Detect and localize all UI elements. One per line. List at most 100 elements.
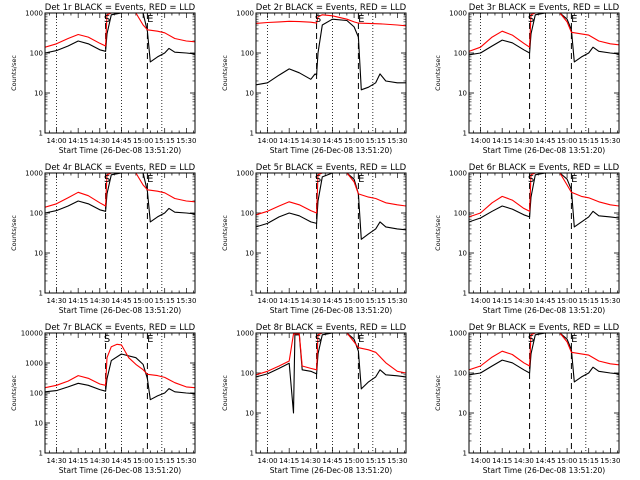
x-tick-label: 14:00	[470, 297, 490, 305]
x-tick-label: 15:30	[600, 297, 620, 305]
y-axis-label: Counts/sec	[221, 55, 229, 91]
chart-panel-2: Det 2r BLACK = Events, RED = LLD Counts/s…	[221, 3, 407, 155]
chart-title: Det 7r BLACK = Events, RED = LLD	[45, 323, 196, 333]
x-tick-label: 15:00	[344, 457, 364, 465]
annotation-s: S	[315, 334, 321, 345]
chart-panel-1: Det 1r BLACK = Events, RED = LLD Counts/s…	[10, 3, 196, 155]
annotation-s: S	[528, 334, 534, 345]
x-axis-label: Start Time (26-Dec-08 13:51:20)	[59, 466, 181, 475]
annotation-s: S	[315, 14, 321, 25]
annotation-s: S	[104, 334, 110, 345]
x-tick-label: 14:30	[90, 137, 110, 145]
x-tick-label: 14:30	[90, 457, 110, 465]
series-line-events	[45, 13, 195, 63]
x-tick-label: 14:15	[279, 297, 299, 305]
series-line-events	[45, 173, 195, 223]
chart-title: Det 8r BLACK = Events, RED = LLD	[256, 323, 407, 333]
x-tick-label: 14:30	[301, 137, 321, 145]
y-tick-label: 1	[463, 290, 467, 298]
series-line-lld	[256, 333, 406, 376]
chart-title: Det 4r BLACK = Events, RED = LLD	[45, 163, 196, 173]
annotation-e: E	[571, 174, 577, 185]
series-line-lld	[256, 14, 406, 27]
y-axis-label: Counts/sec	[10, 375, 18, 411]
chart-title: Det 5r BLACK = Events, RED = LLD	[256, 163, 407, 173]
annotation-e: E	[571, 14, 577, 25]
y-axis-label: Counts/sec	[434, 215, 442, 251]
y-tick-label: 100	[241, 210, 254, 218]
x-tick-label: 15:30	[176, 457, 196, 465]
x-tick-label: 15:00	[133, 137, 153, 145]
x-axis-label: Start Time (26-Dec-08 13:51:20)	[270, 466, 392, 475]
series-line-events	[469, 173, 619, 228]
y-tick-label: 100	[30, 50, 43, 58]
y-axis-label: Counts/sec	[434, 55, 442, 91]
y-tick-label: 100	[30, 390, 43, 398]
annotation-s: S	[315, 174, 321, 185]
y-tick-label: 1	[250, 130, 254, 138]
x-tick-label: 15:30	[600, 457, 620, 465]
x-axis-label: Start Time (26-Dec-08 13:51:20)	[483, 146, 605, 155]
x-tick-label: 14:15	[68, 297, 88, 305]
chart-title: Det 3r BLACK = Events, RED = LLD	[469, 3, 620, 13]
plot-frame	[44, 332, 196, 454]
chart-title: Det 2r BLACK = Events, RED = LLD	[256, 3, 407, 13]
x-tick-label: 14:15	[492, 137, 512, 145]
y-tick-label: 10	[458, 90, 467, 98]
series-line-events	[256, 333, 406, 414]
y-tick-label: 1000	[236, 10, 254, 18]
annotation-s: S	[104, 14, 110, 25]
x-tick-label: 14:15	[492, 457, 512, 465]
y-tick-label: 100	[454, 50, 467, 58]
x-tick-label: 14:45	[111, 297, 131, 305]
chart-title: Det 6r BLACK = Events, RED = LLD	[469, 163, 620, 173]
x-tick-label: 14:00	[46, 137, 66, 145]
annotation-e: E	[147, 174, 153, 185]
y-tick-label: 1000	[449, 330, 467, 338]
x-tick-label: 15:00	[133, 457, 153, 465]
y-tick-label: 1	[39, 450, 43, 458]
plot-frame	[255, 172, 407, 294]
series-line-events	[256, 173, 406, 240]
plot-frame	[468, 172, 620, 294]
x-axis-label: Start Time (26-Dec-08 13:51:20)	[59, 306, 181, 315]
y-tick-label: 100	[454, 210, 467, 218]
series-line-events	[256, 18, 406, 91]
plot-frame	[44, 12, 196, 134]
x-tick-label: 15:30	[387, 457, 407, 465]
series-line-lld	[469, 13, 619, 52]
chart-panel-9: Det 9r BLACK = Events, RED = LLD Counts/s…	[434, 323, 620, 475]
plot-frame	[255, 12, 407, 134]
x-tick-label: 15:30	[176, 137, 196, 145]
chart-panel-5: Det 5r BLACK = Events, RED = LLD Counts/s…	[221, 163, 407, 315]
x-tick-label: 15:30	[387, 137, 407, 145]
x-tick-label: 15:15	[366, 137, 386, 145]
series-line-events	[469, 333, 619, 383]
y-tick-label: 1	[39, 130, 43, 138]
x-tick-label: 14:00	[470, 137, 490, 145]
annotation-e: E	[147, 334, 153, 345]
y-tick-label: 10	[245, 410, 254, 418]
y-tick-label: 10	[34, 250, 43, 258]
x-tick-label: 14:30	[301, 457, 321, 465]
x-tick-label: 15:15	[579, 457, 599, 465]
x-tick-label: 15:30	[600, 137, 620, 145]
chart-panel-7: Det 7r BLACK = Events, RED = LLD Counts/s…	[10, 323, 196, 475]
chart-panel-4: Det 4r BLACK = Events, RED = LLD Counts/s…	[10, 163, 196, 315]
annotation-e: E	[358, 174, 364, 185]
series-line-lld	[469, 333, 619, 371]
plot-frame	[468, 12, 620, 134]
y-axis-label: Counts/sec	[10, 215, 18, 251]
annotation-e: E	[358, 334, 364, 345]
x-tick-label: 15:15	[155, 137, 175, 145]
x-tick-label: 14:30	[301, 297, 321, 305]
x-tick-label: 15:15	[366, 297, 386, 305]
x-tick-label: 14:00	[257, 137, 277, 145]
x-tick-label: 15:00	[557, 297, 577, 305]
x-tick-label: 14:45	[111, 457, 131, 465]
y-axis-label: Counts/sec	[434, 375, 442, 411]
x-axis-label: Start Time (26-Dec-08 13:51:20)	[483, 306, 605, 315]
chart-panel-8: Det 8r BLACK = Events, RED = LLD Counts/s…	[221, 323, 407, 475]
annotation-s: S	[528, 174, 534, 185]
y-tick-label: 1	[250, 450, 254, 458]
